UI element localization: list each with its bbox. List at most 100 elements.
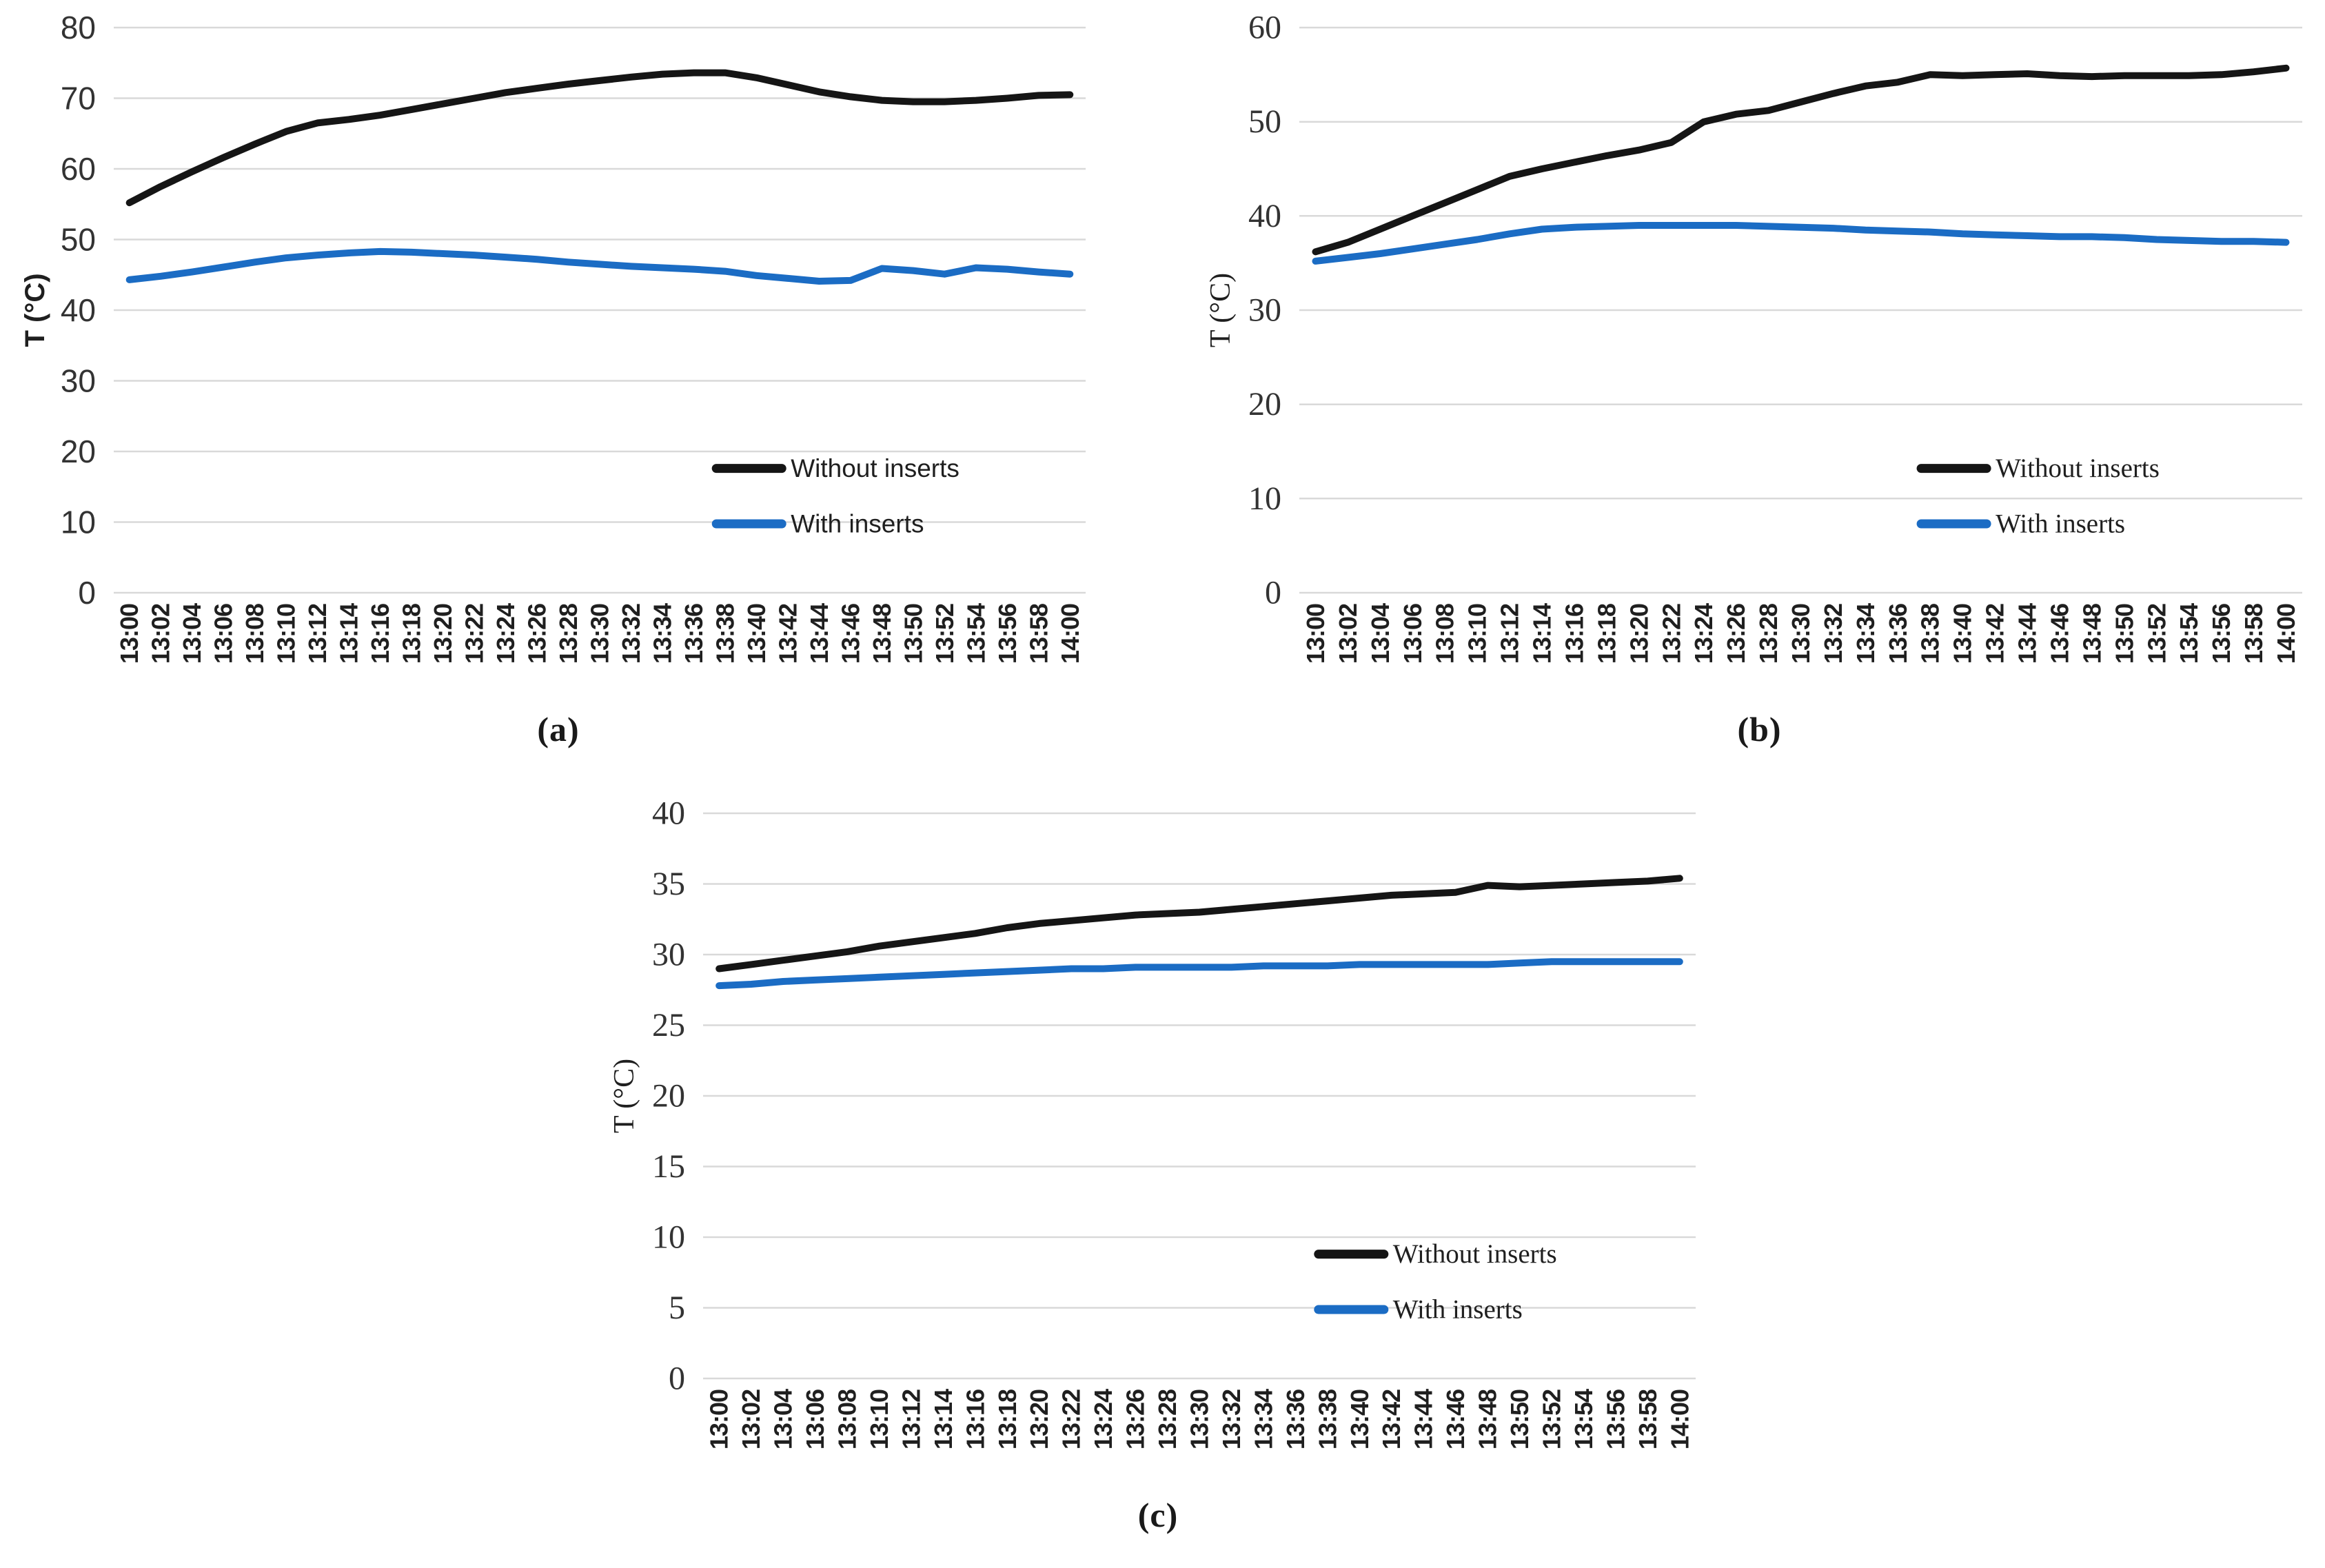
y-axis-title: T (°C) — [609, 1059, 640, 1133]
x-tick-label: 13:30 — [1787, 604, 1815, 664]
y-tick-label: 10 — [652, 1219, 685, 1256]
series-line-with-inserts — [715, 958, 1683, 990]
x-tick-label: 13:14 — [335, 603, 363, 664]
y-tick-label: 30 — [61, 363, 96, 399]
x-tick-label: 14:00 — [1056, 604, 1084, 664]
y-tick-label: 5 — [669, 1290, 685, 1326]
legend-label: Without inserts — [1996, 454, 2160, 483]
x-tick-label: 13:08 — [1431, 604, 1459, 664]
x-tick-label: 13:06 — [801, 1389, 829, 1449]
chart-b: 0 10 20 30 40 50 60 13:00 13:02 13:04 13:06 13:08 13… — [1196, 0, 2323, 749]
x-tick-label: 13:22 — [1657, 604, 1685, 664]
x-tick-label: 13:58 — [1634, 1389, 1662, 1449]
y-tick-label: 40 — [1248, 198, 1281, 234]
x-tick-label: 13:08 — [241, 604, 269, 664]
x-tick-label: 13:38 — [1916, 604, 1945, 664]
x-tick-label: 13:50 — [2110, 604, 2138, 664]
x-tick-label: 13:16 — [366, 604, 394, 664]
x-tick-label: 13:56 — [1601, 1389, 1629, 1449]
x-tick-label: 13:28 — [1153, 1389, 1181, 1449]
x-tick-label: 13:16 — [961, 1389, 989, 1449]
x-tick-label: 13:48 — [1474, 1389, 1502, 1449]
series-line-without-inserts — [1312, 64, 2290, 256]
x-tick-label: 13:36 — [1884, 604, 1912, 664]
y-tick-label: 10 — [1248, 480, 1281, 517]
x-tick-label: 13:08 — [833, 1389, 862, 1449]
x-tick-label: 13:20 — [1625, 604, 1653, 664]
chart-a: 0 10 20 30 40 50 60 70 80 13:00 13:02 13:04 13:06 13:… — [10, 0, 1106, 749]
x-tick-label: 13:56 — [993, 604, 1022, 664]
legend-label: Without inserts — [1393, 1239, 1557, 1269]
x-tick-label: 13:32 — [1819, 604, 1847, 664]
x-tick-label: 13:48 — [868, 604, 896, 664]
chart-c-plot: 0 5 10 15 20 25 30 35 40 13:00 13:02 13:04 13:06 13:0… — [600, 786, 1716, 1506]
y-tick-label: 0 — [1265, 575, 1281, 611]
y-tick-label: 40 — [61, 292, 96, 328]
x-tick-label: 13:26 — [523, 604, 551, 664]
y-tick-label: 60 — [1248, 10, 1281, 46]
x-tick-label: 13:00 — [115, 604, 143, 664]
y-axis-title: T (°C) — [1205, 273, 1237, 347]
chart-c-caption: (c) — [1137, 1496, 1179, 1534]
x-tick-label: 13:10 — [865, 1389, 893, 1449]
series-line-with-inserts — [125, 247, 1074, 285]
x-tick-label: 13:46 — [1441, 1389, 1470, 1449]
y-tick-label: 20 — [1248, 386, 1281, 422]
x-tick-label: 13:44 — [805, 603, 833, 664]
y-tick-label: 20 — [652, 1078, 685, 1114]
x-tick-label: 13:12 — [1496, 604, 1524, 664]
x-tick-label: 13:06 — [210, 604, 238, 664]
y-tick-label: 30 — [652, 937, 685, 973]
x-tick-label: 13:38 — [1313, 1389, 1341, 1449]
x-tick-label: 13:58 — [1024, 604, 1053, 664]
x-tick-label: 13:24 — [1689, 603, 1718, 664]
x-tick-label: 13:02 — [1334, 604, 1362, 664]
x-tick-label: 13:04 — [1366, 603, 1394, 664]
x-tick-label: 13:02 — [147, 604, 175, 664]
x-tick-label: 13:18 — [398, 604, 426, 664]
x-tick-label: 13:42 — [1377, 1389, 1405, 1449]
x-tick-label: 13:18 — [993, 1389, 1022, 1449]
y-tick-label: 70 — [61, 81, 96, 116]
x-tick-label: 13:22 — [460, 604, 489, 664]
x-tick-label: 13:50 — [1505, 1389, 1534, 1449]
x-tick-label: 13:40 — [1949, 604, 1977, 664]
x-tick-label: 14:00 — [2272, 604, 2300, 664]
x-tick-label: 13:46 — [836, 604, 864, 664]
x-tick-label: 13:28 — [1754, 604, 1783, 664]
x-tick-label: 13:52 — [931, 604, 959, 664]
chart-a-caption: (a) — [537, 710, 580, 749]
series-line-with-inserts — [1312, 222, 2290, 265]
x-tick-label: 13:28 — [554, 604, 582, 664]
x-tick-label: 13:10 — [272, 604, 301, 664]
y-tick-label: 50 — [61, 222, 96, 258]
series-line-without-inserts — [715, 875, 1683, 973]
x-tick-label: 13:22 — [1057, 1389, 1086, 1449]
x-tick-label: 13:04 — [178, 603, 206, 664]
x-tick-label: 13:18 — [1592, 604, 1621, 664]
x-tick-label: 13:10 — [1463, 604, 1492, 664]
x-tick-label: 13:26 — [1121, 1389, 1150, 1449]
x-tick-label: 13:54 — [2175, 603, 2203, 664]
y-tick-label: 60 — [61, 151, 96, 187]
x-tick-label: 13:34 — [1851, 603, 1880, 664]
y-tick-label: 10 — [61, 505, 96, 540]
y-tick-label: 20 — [61, 434, 96, 469]
chart-c: 0 5 10 15 20 25 30 35 40 13:00 13:02 13:04 13:06 13:0… — [600, 786, 1716, 1535]
x-tick-label: 13:12 — [303, 604, 332, 664]
x-tick-label: 13:38 — [711, 604, 739, 664]
x-tick-label: 13:14 — [929, 1389, 957, 1449]
chart-b-caption: (b) — [1737, 710, 1782, 749]
x-tick-label: 13:36 — [680, 604, 708, 664]
legend-label: Without inserts — [791, 454, 960, 482]
y-axis-title: T (°C) — [20, 273, 50, 347]
series-line-without-inserts — [125, 69, 1074, 207]
x-tick-label: 13:02 — [737, 1389, 765, 1449]
x-tick-label: 13:30 — [1186, 1389, 1214, 1449]
x-tick-label: 13:24 — [491, 603, 520, 664]
y-tick-label: 25 — [652, 1007, 685, 1043]
x-tick-label: 13:12 — [897, 1389, 925, 1449]
